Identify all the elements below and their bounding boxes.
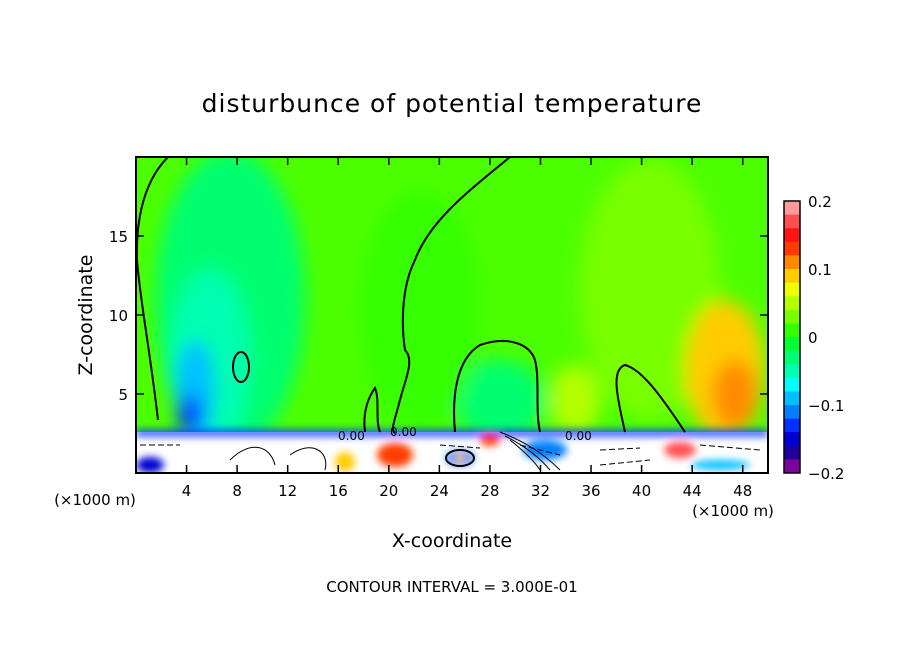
colorbar-tick-label: 0 <box>808 329 818 347</box>
colorbar-swatch <box>784 296 800 311</box>
colorbar-swatch <box>784 445 800 460</box>
colorbar-tick-label: 0.2 <box>808 193 832 211</box>
colorbar-frame <box>783 200 801 474</box>
x-unit-right: (×1000 m) <box>692 502 774 520</box>
contour-label: 0.00 <box>390 425 417 439</box>
x-tick-label: 20 <box>379 482 398 500</box>
colorbar-tick-label: 0.1 <box>808 261 832 279</box>
contour-line <box>232 351 250 383</box>
contour-line <box>363 385 381 433</box>
x-unit-left: (×1000 m) <box>54 491 136 509</box>
contour-line <box>453 340 541 433</box>
x-tick-label: 32 <box>531 482 550 500</box>
colorbar-tick-label: −0.2 <box>808 465 844 483</box>
colorbar-tick-label: −0.1 <box>808 397 844 415</box>
contour-line <box>391 157 511 434</box>
contour-interval-footer: CONTOUR INTERVAL = 3.000E-01 <box>326 578 577 596</box>
colorbar: 0.2 0.1 0 −0.1 −0.2 <box>783 193 844 483</box>
colorbar-swatch <box>784 418 800 433</box>
colorbar-swatch <box>784 377 800 392</box>
y-tick-label: 15 <box>109 228 128 246</box>
x-tick-label: 28 <box>480 482 499 500</box>
colorbar-swatch <box>784 309 800 324</box>
field-cold-plume-min <box>178 395 202 435</box>
contour-line <box>136 157 169 421</box>
chart-title: disturbunce of potential temperature <box>202 89 703 118</box>
plot-field: 0.00 0.00 0.00 <box>136 157 768 473</box>
y-axis-label: Z-coordinate <box>75 255 97 376</box>
x-tick-label: 40 <box>632 482 651 500</box>
x-tick-label: 16 <box>329 482 348 500</box>
contour-labels: 0.00 0.00 0.00 <box>338 425 592 443</box>
y-tick-label: 10 <box>109 307 128 325</box>
colorbar-swatch <box>784 269 800 284</box>
colorbar-swatch <box>784 337 800 352</box>
x-axis-label: X-coordinate <box>392 530 512 552</box>
colorbar-swatch <box>784 459 800 474</box>
field-warm-outer <box>580 160 720 420</box>
colorbar-swatch <box>784 391 800 406</box>
x-tick-label: 24 <box>430 482 449 500</box>
colorbar-swatch <box>784 255 800 270</box>
colorbar-swatch <box>784 364 800 379</box>
field-warm-core <box>713 360 757 430</box>
colorbar-swatch <box>784 201 800 216</box>
y-axis: 5 10 15 <box>109 228 768 404</box>
colorbar-swatch <box>784 228 800 243</box>
colorbar-swatch <box>784 323 800 338</box>
x-tick-label: 36 <box>581 482 600 500</box>
field-warm-36 <box>550 365 600 435</box>
colorbar-swatch <box>784 432 800 447</box>
x-tick-label: 44 <box>683 482 702 500</box>
x-tick-label: 4 <box>182 482 192 500</box>
contour-label: 0.00 <box>338 429 365 443</box>
colorbar-swatch <box>784 282 800 297</box>
contour-label: 0.00 <box>565 429 592 443</box>
contour-lines-lower <box>140 431 761 471</box>
colorbar-swatch <box>784 214 800 229</box>
field-mid-plume <box>360 190 480 430</box>
x-tick-label: 48 <box>733 482 752 500</box>
x-tick-label: 8 <box>232 482 242 500</box>
contour-lines <box>136 157 686 434</box>
x-axis: 4 8 12 16 20 24 28 32 36 40 44 48 <box>182 157 752 500</box>
field-lower-layer-noise <box>136 430 768 473</box>
x-tick-label: 12 <box>278 482 297 500</box>
colorbar-swatch <box>784 405 800 420</box>
y-tick-label: 5 <box>118 386 128 404</box>
contour-line <box>615 363 686 433</box>
colorbar-swatch <box>784 241 800 256</box>
field-cool-28 <box>455 360 545 440</box>
colorbar-swatch <box>784 350 800 365</box>
